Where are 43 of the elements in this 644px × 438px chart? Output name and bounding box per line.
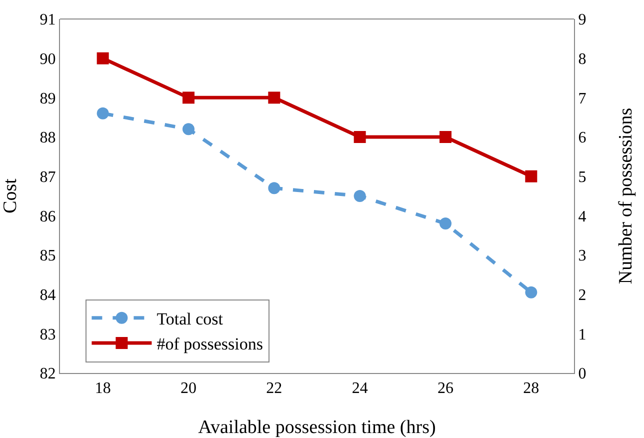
y-tick-label: 84 xyxy=(40,286,56,304)
y-tick-label: 82 xyxy=(40,366,56,383)
y2-tick-label: 7 xyxy=(578,90,586,108)
y-tick-label: 91 xyxy=(40,12,56,29)
point xyxy=(268,182,280,194)
y-tick-label: 89 xyxy=(40,90,56,108)
y-axis-title: Cost xyxy=(0,178,21,214)
point xyxy=(182,123,194,136)
y-tick-label: 90 xyxy=(40,50,56,68)
legend-label: #of possessions xyxy=(156,334,263,354)
x-axis-title: Available possession time (hrs) xyxy=(198,417,436,438)
y2-tick-label: 5 xyxy=(578,168,586,186)
point xyxy=(354,190,366,202)
y-tick-label: 87 xyxy=(40,168,56,186)
legend-label: Total cost xyxy=(156,310,224,329)
point xyxy=(440,131,452,143)
x-tick-label: 24 xyxy=(352,380,368,398)
point xyxy=(525,170,538,182)
x-tick-label: 18 xyxy=(94,380,111,398)
y2-tick-label: 6 xyxy=(578,130,586,147)
y2-tick-label: 2 xyxy=(578,286,586,304)
point xyxy=(525,286,538,298)
x-tick-label: 20 xyxy=(180,380,196,398)
point xyxy=(96,107,109,120)
y2-tick-label: 0 xyxy=(578,366,586,383)
y-tick-label: 86 xyxy=(40,208,56,226)
y-tick-label: 88 xyxy=(40,130,56,147)
y2-tick-label: 9 xyxy=(578,12,586,29)
point xyxy=(182,92,194,104)
point xyxy=(354,131,366,143)
y2-tick-label: 4 xyxy=(578,208,586,226)
point xyxy=(440,218,452,230)
x-tick-label: 22 xyxy=(266,380,282,398)
y-tick-label: 83 xyxy=(40,326,56,344)
y2-tick-label: 8 xyxy=(578,50,586,68)
y2-tick-label: 1 xyxy=(578,326,586,344)
y2-axis-title: Number of possessions xyxy=(616,108,636,284)
point xyxy=(96,52,109,64)
y-tick-label: 85 xyxy=(40,248,56,265)
x-tick-label: 28 xyxy=(523,380,540,398)
point xyxy=(268,92,280,104)
y2-tick-label: 3 xyxy=(578,248,586,265)
x-tick-label: 26 xyxy=(438,380,454,398)
